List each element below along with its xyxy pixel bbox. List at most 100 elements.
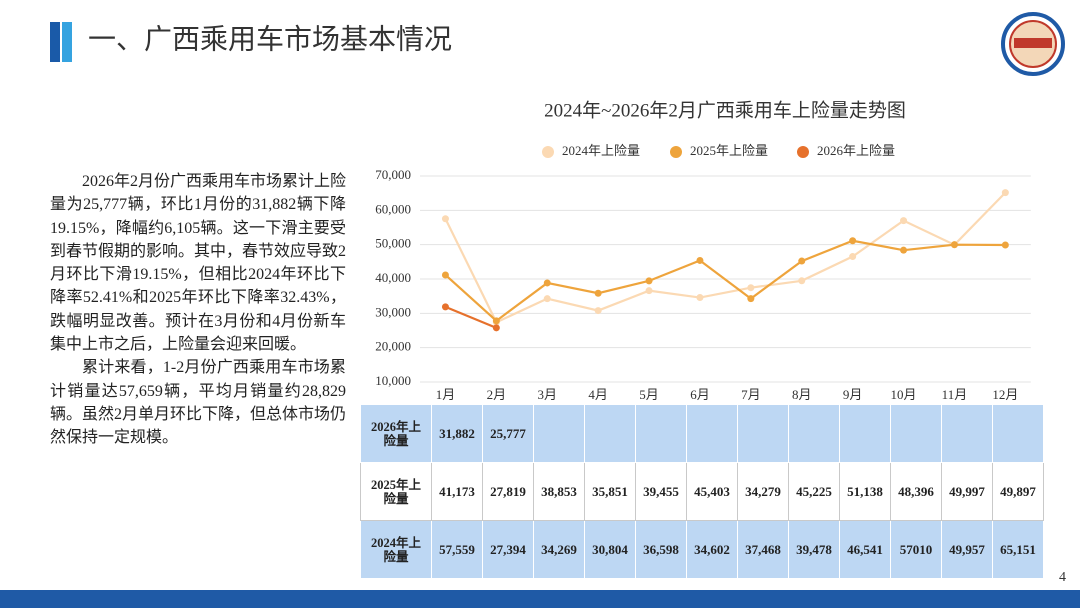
empty-cell	[890, 404, 942, 463]
y-tick-label: 30,000	[375, 304, 411, 319]
legend-label: 2024年上险量	[562, 143, 640, 158]
data-point	[645, 287, 653, 295]
data-point	[747, 295, 755, 303]
table-cell: 27,394	[482, 520, 534, 579]
title-bar	[50, 22, 60, 62]
y-tick-label: 60,000	[375, 201, 411, 216]
table-cell: 30,804	[584, 520, 636, 579]
data-point	[492, 324, 500, 332]
y-tick-label: 10,000	[375, 373, 411, 388]
data-point	[594, 289, 602, 297]
data-point	[849, 237, 857, 245]
data-table: 2026年上险量 31,882 25,777 2025年上险量 41,173 27,819…	[360, 404, 1044, 579]
data-point	[1001, 189, 1009, 197]
empty-cell	[584, 404, 636, 463]
x-tick-label: 3月	[537, 387, 557, 402]
table-cell: 48,396	[890, 462, 942, 521]
text-block: 2026年2月份广西乘用车市场累计上险量为25,777辆，环比1月份的31,88…	[50, 170, 346, 450]
series-line	[445, 305, 497, 329]
legend-marker	[670, 146, 682, 158]
x-tick-label: 4月	[588, 387, 608, 402]
data-point	[900, 217, 908, 225]
empty-cell	[737, 404, 789, 463]
data-point	[441, 271, 449, 279]
data-point	[696, 294, 704, 302]
x-tick-label: 6月	[690, 387, 710, 402]
table-cell: 57010	[890, 520, 942, 579]
table-cell: 34,269	[533, 520, 585, 579]
table-cell: 25,777	[482, 404, 534, 463]
y-tick-label: 20,000	[375, 339, 411, 354]
data-point	[594, 307, 602, 315]
logo	[1001, 12, 1065, 76]
data-point	[696, 256, 704, 264]
empty-cell	[635, 404, 687, 463]
table-cell: 49,897	[992, 462, 1044, 521]
x-tick-label: 9月	[843, 387, 863, 402]
table-cell: 35,851	[584, 462, 636, 521]
x-tick-label: 11月	[942, 387, 968, 402]
table-cell: 38,853	[533, 462, 585, 521]
empty-cell	[788, 404, 840, 463]
table-cell: 46,541	[839, 520, 891, 579]
table-cell: 34,279	[737, 462, 789, 521]
legend-label: 2026年上险量	[817, 143, 895, 158]
data-point	[441, 303, 449, 311]
table-cell: 36,598	[635, 520, 687, 579]
table-cell: 37,468	[737, 520, 789, 579]
title-bar	[62, 22, 72, 62]
table-cell: 57,559	[431, 520, 483, 579]
table-cell: 27,819	[482, 462, 534, 521]
table-cell: 45,225	[788, 462, 840, 521]
data-point	[1001, 241, 1009, 249]
table-cell: 51,138	[839, 462, 891, 521]
row-header: 2025年上险量	[360, 462, 432, 521]
table-cell: 45,403	[686, 462, 738, 521]
row-header: 2024年上险量	[360, 520, 432, 579]
table-cell: 49,957	[941, 520, 993, 579]
data-point	[543, 279, 551, 287]
table-cell: 31,882	[431, 404, 483, 463]
data-point	[798, 277, 806, 285]
y-tick-label: 50,000	[375, 236, 411, 251]
y-tick-label: 40,000	[375, 270, 411, 285]
table-cell: 49,997	[941, 462, 993, 521]
x-tick-label: 8月	[792, 387, 812, 402]
series-line	[444, 191, 1007, 324]
data-point	[645, 277, 653, 285]
chart-title: 2024年~2026年2月广西乘用车上险量走势图	[544, 99, 906, 121]
x-tick-label: 7月	[741, 387, 761, 402]
table-cell: 39,455	[635, 462, 687, 521]
paragraph: 2026年2月份广西乘用车市场累计上险量为25,777辆，环比1月份的31,88…	[50, 173, 347, 354]
table-cell: 41,173	[431, 462, 483, 521]
data-point	[950, 241, 958, 249]
table-row: 2025年上险量 41,173 27,819 38,853 35,851 39,455 45…	[360, 462, 1044, 521]
data-point	[441, 215, 449, 223]
legend-marker	[797, 146, 809, 158]
table-cell: 34,602	[686, 520, 738, 579]
row-header: 2026年上险量	[360, 404, 432, 463]
data-point	[747, 284, 755, 292]
empty-cell	[686, 404, 738, 463]
data-point	[492, 317, 500, 325]
legend-label: 2025年上险量	[690, 143, 768, 158]
x-tick-label: 5月	[639, 387, 659, 402]
table-row: 2026年上险量 31,882 25,777	[360, 404, 1044, 463]
empty-cell	[533, 404, 585, 463]
empty-cell	[941, 404, 993, 463]
x-tick-label: 1月	[436, 387, 456, 402]
table-row: 2024年上险量 57,559 27,394 34,269 30,804 36,598 34…	[360, 520, 1044, 579]
x-tick-label: 12月	[992, 387, 1018, 402]
page-number: 4	[1059, 570, 1066, 585]
data-point	[543, 295, 551, 303]
x-tick-label: 2月	[487, 387, 507, 402]
x-tick-label: 10月	[891, 387, 917, 402]
legend-marker	[542, 146, 554, 158]
empty-cell	[992, 404, 1044, 463]
slide-title: 一、广西乘用车市场基本情况	[88, 23, 452, 55]
data-point	[849, 253, 857, 261]
data-point	[798, 257, 806, 265]
paragraph: 累计来看，1-2月份广西乘用车市场累计销量达57,659辆，平均月销量约28,8…	[50, 359, 347, 447]
